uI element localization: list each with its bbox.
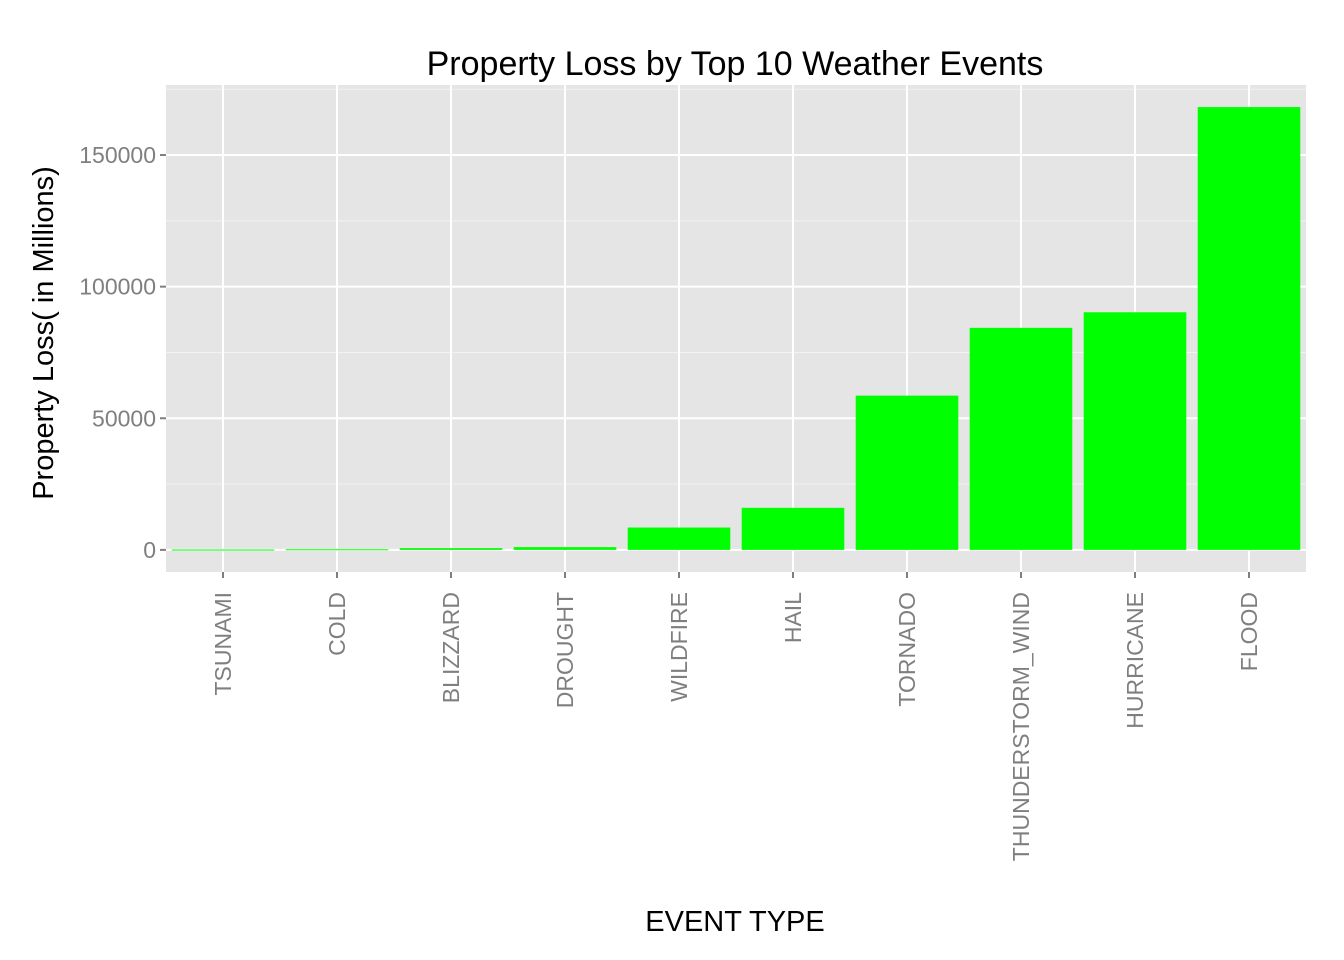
x-axis-ticks: TSUNAMI COLD BLIZZARD DROUGHT WILDFIRE HAIL TO…: [210, 572, 1262, 861]
bar-drought: [513, 547, 617, 550]
y-axis-title: Property Loss( in Millions): [28, 166, 60, 500]
bar-hail: [741, 507, 845, 550]
bar-flood: [1197, 107, 1301, 550]
y-axis-ticks: 0 50000 100000 150000: [79, 142, 166, 563]
x-tick-label: TORNADO: [894, 592, 920, 707]
x-tick-label: FLOOD: [1236, 592, 1262, 671]
x-tick-label: HURRICANE: [1122, 592, 1148, 729]
bars: [171, 107, 1301, 551]
x-tick-label: WILDFIRE: [666, 592, 692, 702]
x-tick-label: HAIL: [780, 592, 806, 643]
bar-wildfire: [627, 527, 731, 550]
bar-tornado: [855, 395, 959, 550]
bar-thunderstorm-wind: [969, 327, 1073, 550]
y-tick-label: 100000: [79, 274, 156, 300]
chart-title: Property Loss by Top 10 Weather Events: [427, 45, 1044, 83]
x-tick-label: TSUNAMI: [210, 592, 236, 696]
bar-cold: [285, 549, 389, 551]
x-tick-label: COLD: [324, 592, 350, 656]
x-axis-title: EVENT TYPE: [645, 906, 824, 938]
y-tick-label: 0: [143, 537, 156, 563]
x-tick-label: THUNDERSTORM_WIND: [1008, 592, 1034, 861]
y-tick-label: 50000: [92, 405, 156, 431]
x-tick-label: BLIZZARD: [438, 592, 464, 703]
bar-blizzard: [399, 548, 503, 550]
major-gridlines: [166, 85, 1306, 572]
y-tick-label: 150000: [79, 142, 156, 168]
bar-hurricane: [1083, 312, 1187, 550]
bar-tsunami: [171, 549, 275, 551]
x-tick-label: DROUGHT: [552, 592, 578, 708]
